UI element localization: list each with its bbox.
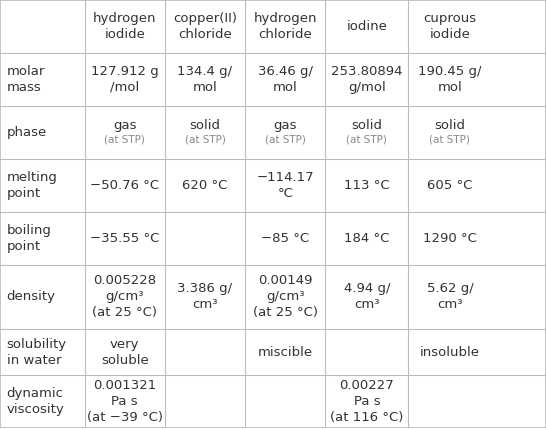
Text: (at STP): (at STP) bbox=[104, 134, 145, 144]
Text: 190.45 g/
mol: 190.45 g/ mol bbox=[418, 65, 482, 94]
Text: (at STP): (at STP) bbox=[430, 134, 470, 144]
Text: solid: solid bbox=[189, 119, 221, 132]
Text: miscible: miscible bbox=[258, 346, 313, 359]
Text: dynamic
viscosity: dynamic viscosity bbox=[7, 387, 64, 416]
Text: (at STP): (at STP) bbox=[185, 134, 225, 144]
Text: 620 °C: 620 °C bbox=[182, 179, 228, 192]
Text: boiling
point: boiling point bbox=[7, 224, 51, 253]
Text: copper(II)
chloride: copper(II) chloride bbox=[173, 12, 237, 41]
Text: iodine: iodine bbox=[347, 20, 387, 33]
Text: gas: gas bbox=[113, 119, 136, 132]
Text: −50.76 °C: −50.76 °C bbox=[90, 179, 159, 192]
Text: melting
point: melting point bbox=[7, 171, 57, 200]
Text: gas: gas bbox=[274, 119, 297, 132]
Text: −85 °C: −85 °C bbox=[261, 232, 310, 245]
Text: 127.912 g
/mol: 127.912 g /mol bbox=[91, 65, 159, 94]
Text: insoluble: insoluble bbox=[420, 346, 480, 359]
Text: phase: phase bbox=[7, 126, 47, 139]
Text: solubility
in water: solubility in water bbox=[7, 338, 67, 366]
Text: 4.94 g/
cm³: 4.94 g/ cm³ bbox=[343, 283, 390, 311]
Text: very
soluble: very soluble bbox=[101, 338, 149, 366]
Text: density: density bbox=[7, 290, 56, 303]
Text: 3.386 g/
cm³: 3.386 g/ cm³ bbox=[177, 283, 233, 311]
Text: molar
mass: molar mass bbox=[7, 65, 45, 94]
Text: 0.001321
Pa s
(at −39 °C): 0.001321 Pa s (at −39 °C) bbox=[87, 379, 163, 424]
Text: 0.00227
Pa s
(at 116 °C): 0.00227 Pa s (at 116 °C) bbox=[330, 379, 403, 424]
Text: cuprous
iodide: cuprous iodide bbox=[423, 12, 477, 41]
Text: 36.46 g/
mol: 36.46 g/ mol bbox=[258, 65, 313, 94]
Text: 0.00149
g/cm³
(at 25 °C): 0.00149 g/cm³ (at 25 °C) bbox=[253, 274, 318, 319]
Text: solid: solid bbox=[435, 119, 465, 132]
Text: 5.62 g/
cm³: 5.62 g/ cm³ bbox=[426, 283, 473, 311]
Text: 1290 °C: 1290 °C bbox=[423, 232, 477, 245]
Text: 605 °C: 605 °C bbox=[427, 179, 473, 192]
Text: (at STP): (at STP) bbox=[347, 134, 387, 144]
Text: (at STP): (at STP) bbox=[265, 134, 306, 144]
Text: 134.4 g/
mol: 134.4 g/ mol bbox=[177, 65, 233, 94]
Text: hydrogen
chloride: hydrogen chloride bbox=[253, 12, 317, 41]
Text: 113 °C: 113 °C bbox=[344, 179, 390, 192]
Text: solid: solid bbox=[352, 119, 382, 132]
Text: 0.005228
g/cm³
(at 25 °C): 0.005228 g/cm³ (at 25 °C) bbox=[92, 274, 157, 319]
Text: 184 °C: 184 °C bbox=[344, 232, 390, 245]
Text: −35.55 °C: −35.55 °C bbox=[90, 232, 159, 245]
Text: −114.17
°C: −114.17 °C bbox=[257, 171, 314, 200]
Text: hydrogen
iodide: hydrogen iodide bbox=[93, 12, 157, 41]
Text: 253.80894
g/mol: 253.80894 g/mol bbox=[331, 65, 402, 94]
